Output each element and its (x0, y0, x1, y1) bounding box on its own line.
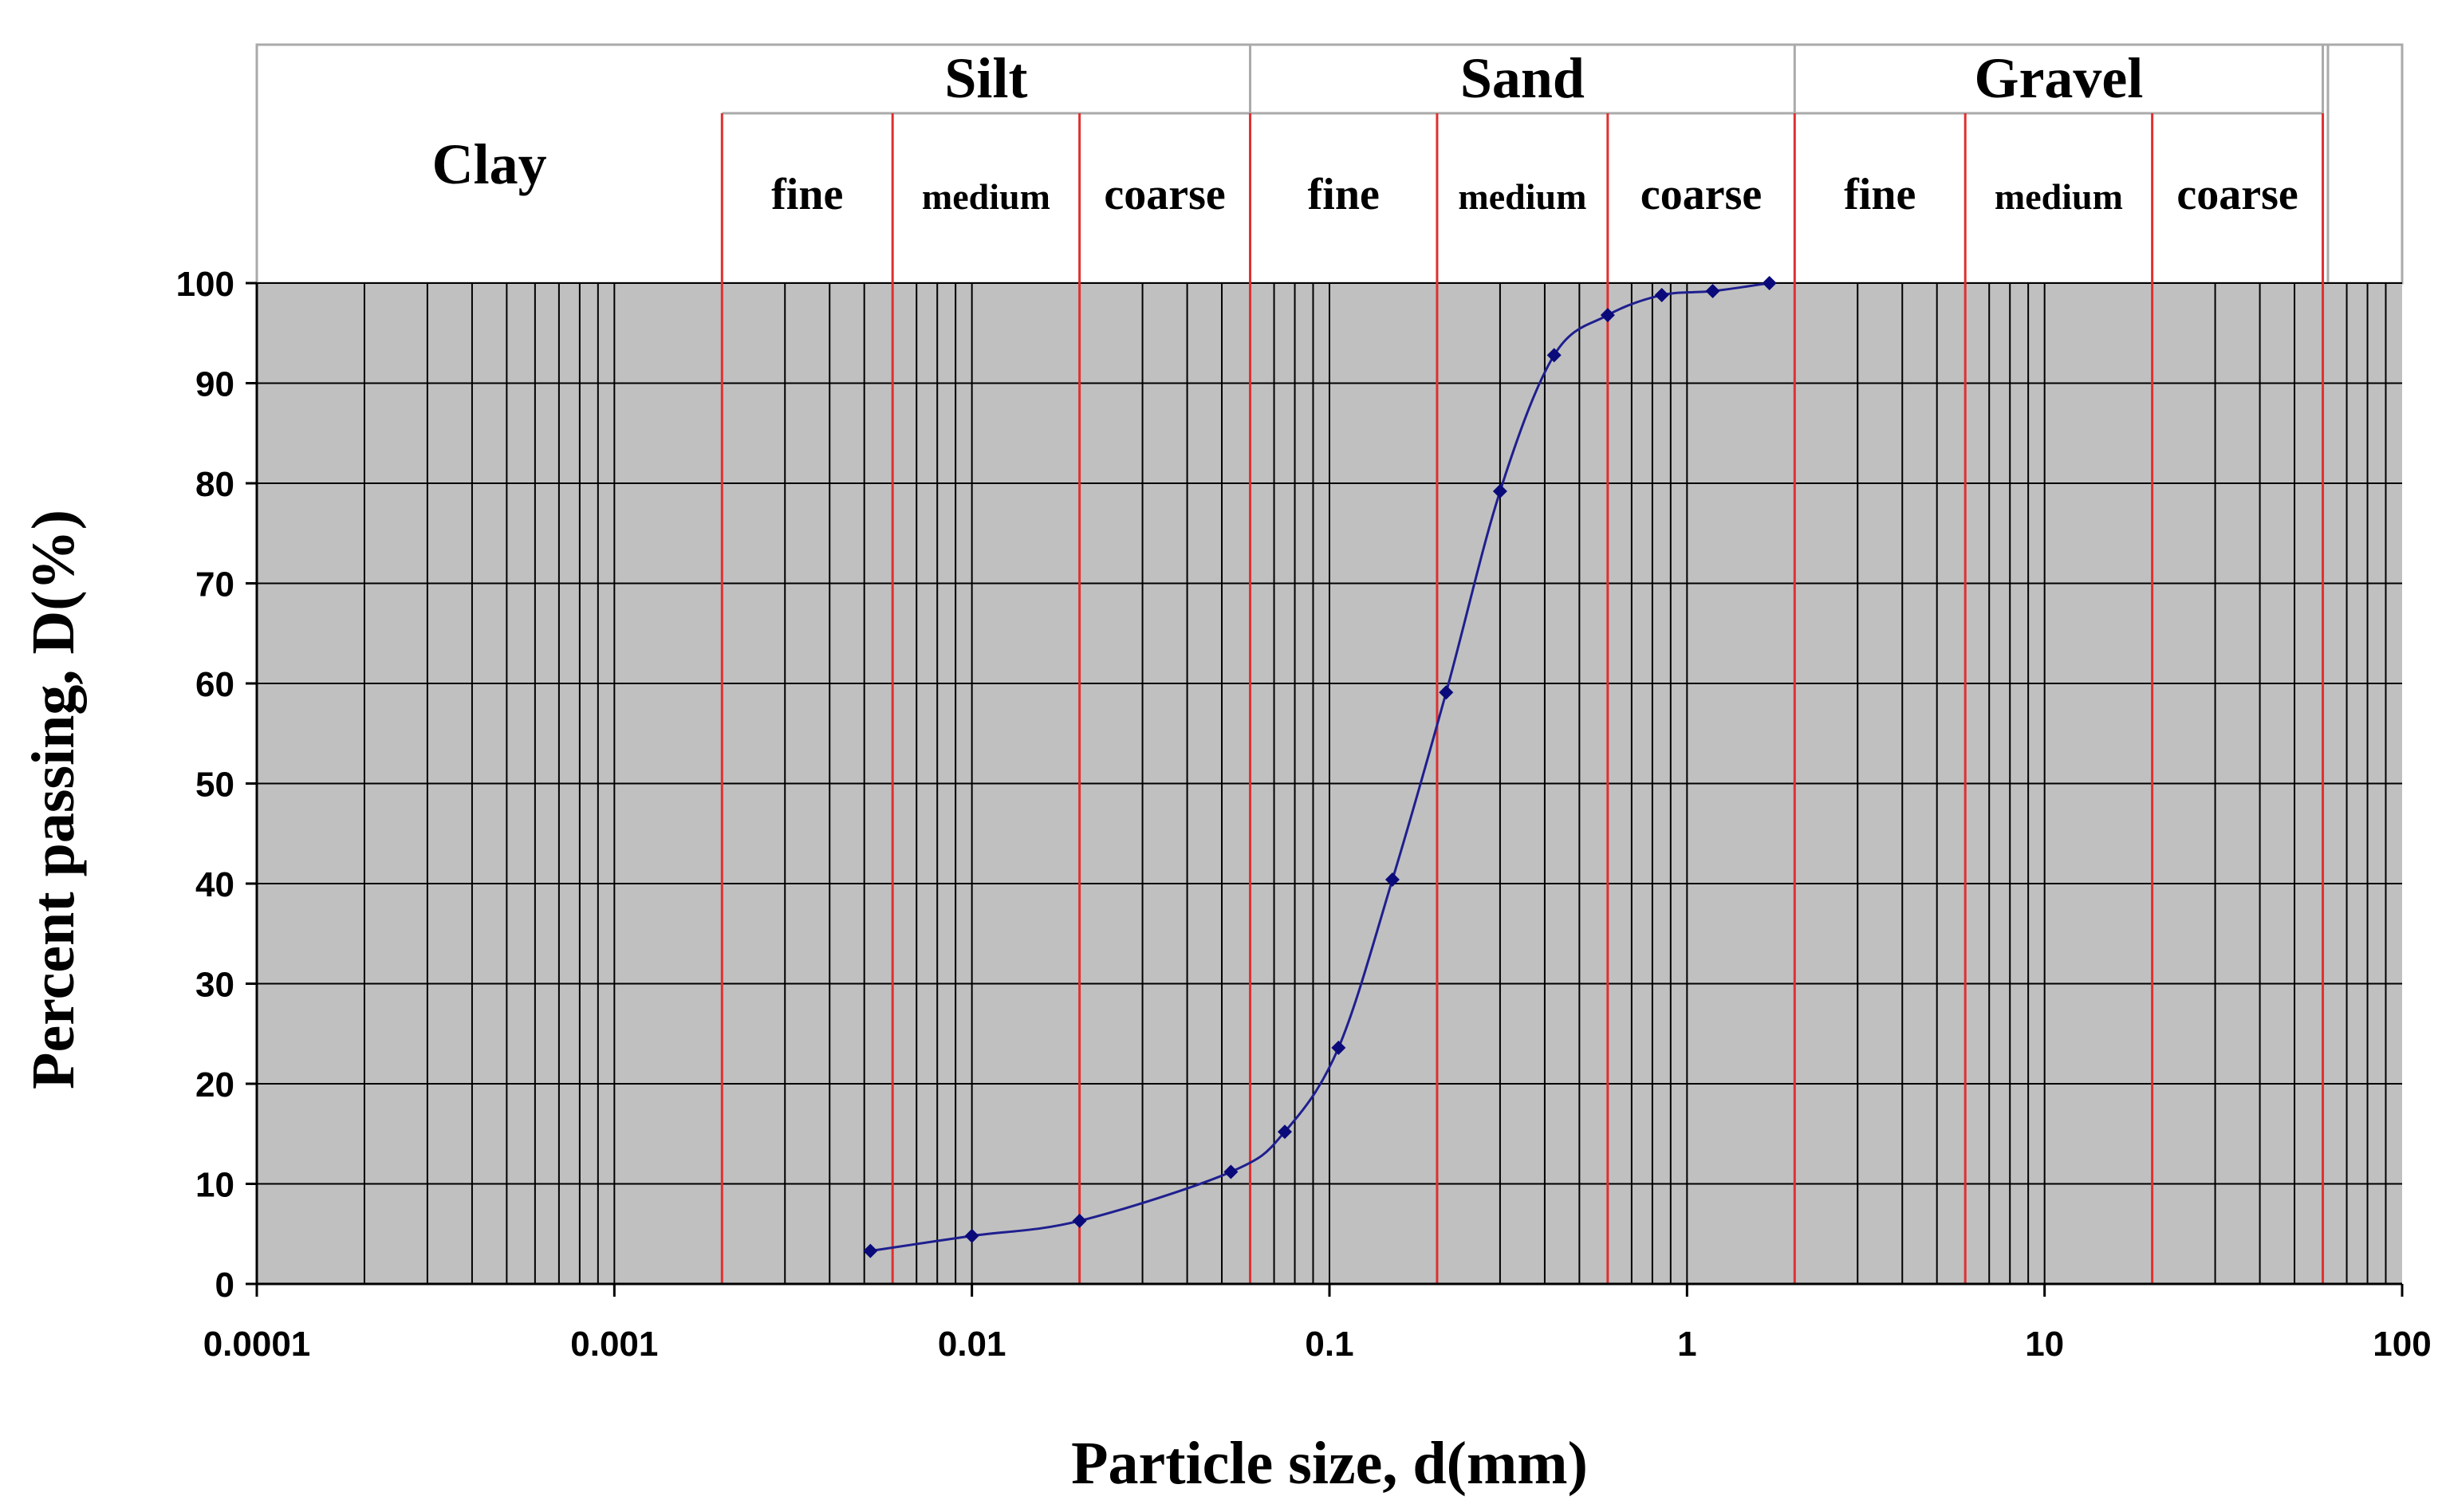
data-point (1384, 872, 1400, 887)
soil-subclass-label: coarse (2176, 170, 2298, 219)
data-point (1439, 685, 1454, 700)
soil-classification-header: Clay Silt fine medium coarse Sand fine medium co… (255, 43, 2404, 285)
y-tick-label: 70 (195, 565, 234, 604)
soil-class-label: Clay (432, 132, 547, 196)
data-point (1223, 1164, 1239, 1179)
data-point (863, 1243, 878, 1258)
y-tick-label: 50 (195, 766, 234, 805)
data-point (1072, 1213, 1087, 1228)
soil-subclass-label: fine (1844, 170, 1916, 219)
x-tick-label: 0.0001 (203, 1325, 311, 1364)
data-point (1492, 484, 1507, 499)
axis-labels: Particle size, d(mm) Percent passing, D(… (20, 510, 1588, 1497)
x-tick-label: 1 (1677, 1325, 1696, 1364)
y-tick-label: 30 (195, 966, 234, 1005)
data-point (1331, 1040, 1346, 1055)
x-tick-label: 100 (2373, 1325, 2431, 1364)
axes: 0 10 20 30 40 50 60 70 80 90 100 0.0001 0.001 0.01 0.1… (176, 265, 2432, 1364)
y-tick-label: 10 (195, 1166, 234, 1205)
soil-subclass-label: medium (1458, 176, 1586, 217)
x-axis-title: Particle size, d(mm) (1071, 1430, 1588, 1497)
data-point (1762, 276, 1777, 290)
y-tick-label: 100 (176, 265, 234, 304)
series-line (870, 282, 1770, 1253)
y-tick-label: 60 (195, 665, 234, 704)
grading-curve (863, 276, 1777, 1258)
data-point (1654, 288, 1669, 303)
x-tick-label: 0.001 (570, 1325, 658, 1364)
y-tick-label: 40 (195, 865, 234, 904)
header-frame (255, 43, 2330, 285)
y-tick-label: 0 (215, 1266, 234, 1305)
y-tick-label: 90 (195, 365, 234, 404)
data-point (1546, 348, 1562, 363)
y-tick-label: 20 (195, 1065, 234, 1104)
y-tick-label: 80 (195, 465, 234, 504)
x-tick-label: 0.1 (1305, 1325, 1353, 1364)
soil-class-label: Gravel (1974, 46, 2143, 110)
soil-subclass-label: medium (922, 176, 1050, 217)
soil-class-label: Sand (1460, 46, 1585, 110)
x-tick-label: 10 (2025, 1325, 2064, 1364)
header-frame-end (2326, 43, 2404, 285)
class-boundary-lines (720, 113, 2325, 1284)
data-point (1277, 1124, 1292, 1140)
soil-subclass-label: fine (1308, 170, 1380, 219)
data-point (964, 1228, 979, 1243)
y-axis-title: Percent passing, D(%) (20, 510, 87, 1089)
soil-subclass-label: fine (771, 170, 843, 219)
soil-class-label: Silt (944, 46, 1027, 110)
x-tick-label: 0.01 (938, 1325, 1006, 1364)
soil-subclass-label: coarse (1640, 170, 1762, 219)
data-point (1705, 284, 1720, 299)
soil-subclass-label: coarse (1104, 170, 1225, 219)
data-point (1600, 308, 1615, 323)
soil-subclass-label: medium (1995, 176, 2123, 217)
